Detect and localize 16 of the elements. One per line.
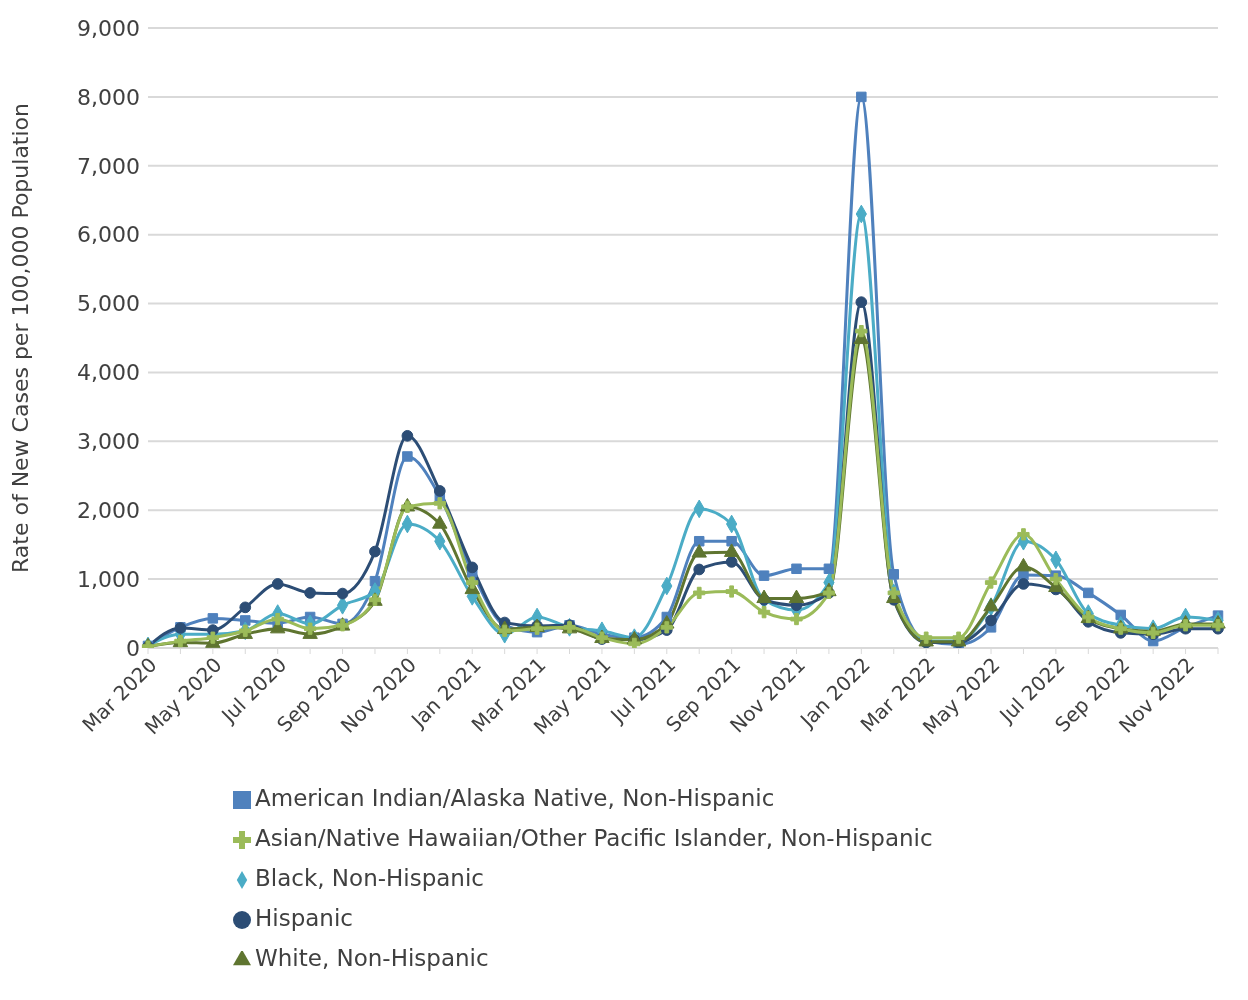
legend-label: American Indian/Alaska Native, Non-Hispanic bbox=[255, 785, 775, 811]
y-tick-label: 8,000 bbox=[77, 84, 140, 110]
y-axis-title: Rate of New Cases per 100,000 Population bbox=[7, 102, 33, 574]
y-tick-label: 4,000 bbox=[77, 360, 140, 386]
legend-label: Black, Non-Hispanic bbox=[255, 865, 484, 891]
y-tick-label: 1,000 bbox=[77, 566, 140, 592]
y-tick-label: 0 bbox=[126, 635, 140, 661]
legend-label: White, Non-Hispanic bbox=[255, 945, 489, 971]
y-tick-label: 2,000 bbox=[77, 498, 140, 524]
y-tick-label: 5,000 bbox=[77, 291, 140, 317]
y-tick-label: 3,000 bbox=[77, 429, 140, 455]
legend-label: Hispanic bbox=[255, 905, 353, 931]
y-tick-label: 6,000 bbox=[77, 222, 140, 248]
y-tick-label: 7,000 bbox=[77, 153, 140, 179]
legend-label: Asian/Native Hawaiian/Other Pacific Islander, Non-Hispanic bbox=[255, 825, 933, 851]
y-tick-label: 9,000 bbox=[77, 15, 140, 41]
